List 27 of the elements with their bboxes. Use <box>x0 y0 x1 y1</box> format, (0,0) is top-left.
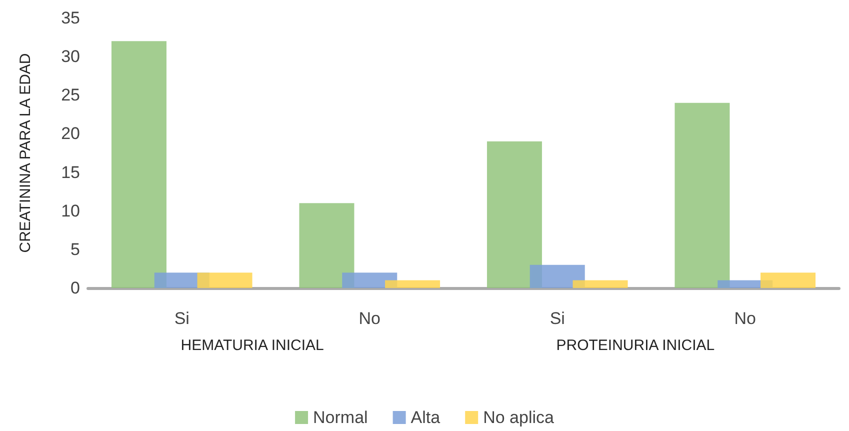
bar <box>385 280 440 288</box>
bar <box>674 102 730 288</box>
text: HEMATURIA INICIAL <box>180 337 324 354</box>
y-tick-label: 30 <box>61 47 80 66</box>
x-tick-label: Si <box>550 309 565 328</box>
y-tick-label: 10 <box>61 201 80 220</box>
bar <box>197 272 252 288</box>
bar <box>530 264 585 288</box>
bar <box>486 141 542 288</box>
text: PROTEINURIA INICIAL <box>556 337 715 354</box>
legend-label: Alta <box>410 408 441 427</box>
x-tick-label: No <box>734 309 756 328</box>
bar <box>111 41 166 288</box>
y-tick-label: 0 <box>70 278 80 298</box>
x-tick-label: No <box>358 309 380 328</box>
y-tick-label: 25 <box>61 86 80 105</box>
bar <box>572 280 628 288</box>
x-tick-label: Si <box>174 309 190 328</box>
y-axis-title: CREATININA PARA LA EDAD <box>17 53 34 253</box>
legend-label: Normal <box>313 408 368 427</box>
y-tick-label: 20 <box>61 124 80 144</box>
y-tick-label: 15 <box>61 162 80 182</box>
y-tick-label: 5 <box>70 240 80 259</box>
legend-label: No aplica <box>483 408 555 427</box>
bar <box>299 203 354 288</box>
bar <box>760 272 816 288</box>
y-tick-label: 35 <box>61 8 80 28</box>
